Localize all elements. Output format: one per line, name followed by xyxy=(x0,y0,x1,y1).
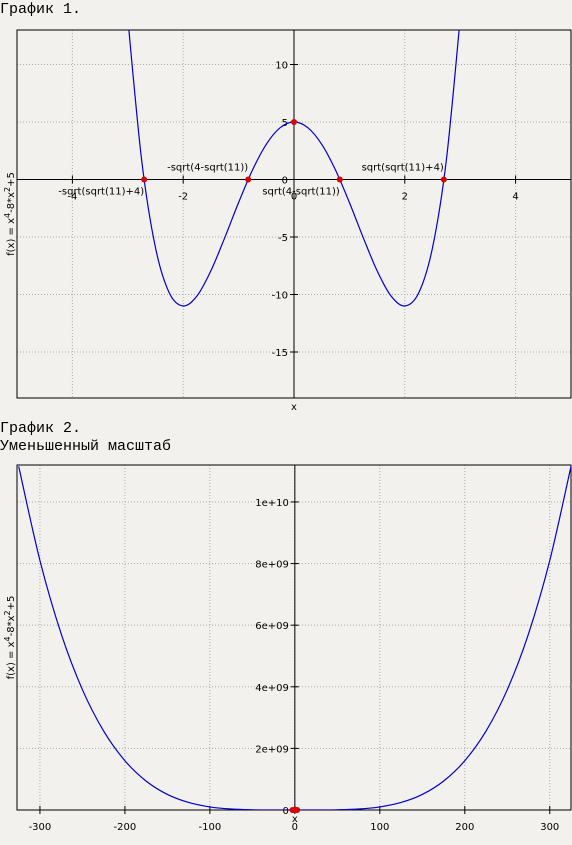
y-tick-label: 10 xyxy=(275,61,288,72)
x-tick-label: 2 xyxy=(402,192,408,203)
y-axis-label-part: 4 xyxy=(3,636,12,641)
y-axis-label-part: -8*x xyxy=(6,615,17,636)
chart-title: График 2. xyxy=(0,420,81,437)
y-tick-label: 0 xyxy=(282,806,288,817)
x-tick-label: -100 xyxy=(199,822,222,833)
y-tick-label: 1e+10 xyxy=(255,498,289,509)
y-axis-label-part: f(x) = x xyxy=(6,641,17,679)
point-label: sqrt(4-sqrt(11)) xyxy=(262,187,340,198)
chart-title: График 1. xyxy=(0,1,81,18)
y-tick-label: -10 xyxy=(272,291,288,302)
y-axis-label-part: 4 xyxy=(3,213,12,218)
point xyxy=(245,176,252,183)
x-tick-label: 4 xyxy=(512,192,518,203)
point xyxy=(440,176,447,183)
y-tick-label: 8e+09 xyxy=(255,560,289,571)
chart-subtitle: Уменьшенный масштаб xyxy=(0,438,171,455)
point xyxy=(291,807,298,813)
point-label: sqrt(sqrt(11)+4) xyxy=(362,163,444,174)
point xyxy=(141,176,148,183)
y-axis-label-part: f(x) = x xyxy=(6,218,17,256)
x-tick-label: 200 xyxy=(455,822,474,833)
y-axis-label-part: +5 xyxy=(6,172,17,187)
y-axis-label: f(x) = x4-8*x2+5 xyxy=(3,596,17,680)
y-tick-label: 4e+09 xyxy=(255,683,289,694)
y-tick-label: 6e+09 xyxy=(255,621,289,632)
point xyxy=(336,176,343,183)
x-tick-label: -200 xyxy=(114,822,137,833)
y-tick-label: 0 xyxy=(282,176,288,187)
curve xyxy=(18,466,571,810)
x-tick-label: 100 xyxy=(370,822,389,833)
x-tick-label: -300 xyxy=(29,822,52,833)
x-tick-label: -4 xyxy=(67,192,77,203)
y-axis-label-part: 2 xyxy=(3,187,12,192)
point-label: -sqrt(sqrt(11)+4) xyxy=(58,187,144,198)
plot-frame xyxy=(16,464,572,811)
x-tick-label: -2 xyxy=(178,192,188,203)
x-tick-label: 0 xyxy=(292,822,298,833)
y-axis-label: f(x) = x4-8*x2+5 xyxy=(3,172,17,256)
y-tick-label: -15 xyxy=(272,348,288,359)
plot-area xyxy=(18,466,571,810)
point xyxy=(291,119,297,125)
x-axis-label: x xyxy=(291,402,297,413)
y-axis-label-part: 2 xyxy=(3,610,12,615)
y-tick-label: -5 xyxy=(278,233,288,244)
point-label: -sqrt(4-sqrt(11)) xyxy=(167,163,248,174)
y-axis-label-part: +5 xyxy=(6,596,17,611)
x-axis-label: x xyxy=(292,814,298,825)
y-axis-label-part: -8*x xyxy=(6,192,17,213)
y-tick-label: 5 xyxy=(282,118,288,129)
x-tick-label: 300 xyxy=(540,822,559,833)
y-tick-label: 2e+09 xyxy=(255,744,289,755)
